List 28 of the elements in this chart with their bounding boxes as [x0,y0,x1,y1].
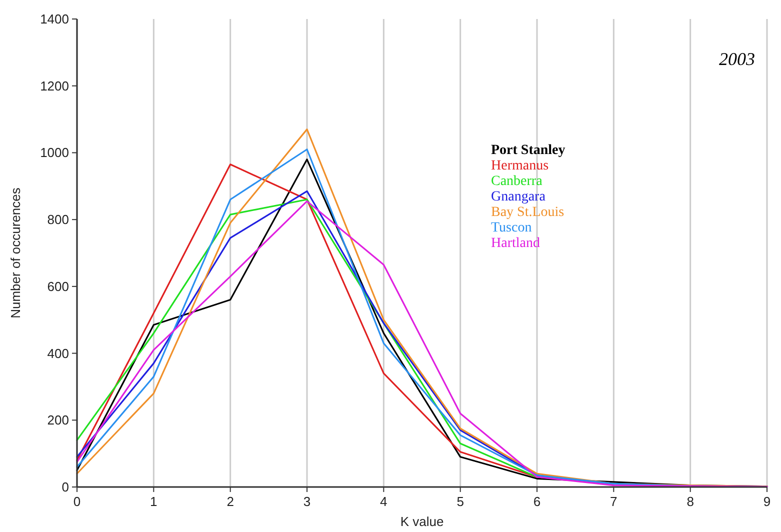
x-tick-label: 6 [533,494,541,509]
y-tick-label: 800 [47,212,69,228]
y-tick-label: 1200 [40,78,69,94]
text: Hartland [491,236,540,251]
text: Canberra [491,174,544,189]
x-tick-label: 4 [380,494,388,509]
x-tick-label: 5 [456,494,464,509]
y-tick-label: 400 [47,346,69,361]
text: Port Stanley [491,143,566,158]
y-tick-label: 0 [62,480,69,494]
x-tick-label: 1 [150,494,158,509]
text: Hermanus [491,158,549,174]
x-tick-label: 0 [73,494,81,509]
text: Bay St.Louis [491,205,564,220]
x-tick-label: 7 [610,494,618,509]
x-tick-label: 8 [686,494,694,509]
y-tick-label: 1000 [40,145,69,160]
text: Tuscon [491,220,532,236]
text: Gnangara [491,190,546,204]
x-tick-label: 3 [303,494,311,509]
x-tick-label: 2 [226,494,234,509]
text: 2003 [719,49,755,69]
x-tick-label: 9 [763,494,771,509]
y-tick-label: 200 [47,412,69,428]
x-axis-title: K value [400,514,444,529]
y-axis-title: Number of occurences [8,187,23,318]
y-tick-label: 600 [47,278,69,294]
y-tick-label: 1400 [40,12,69,26]
